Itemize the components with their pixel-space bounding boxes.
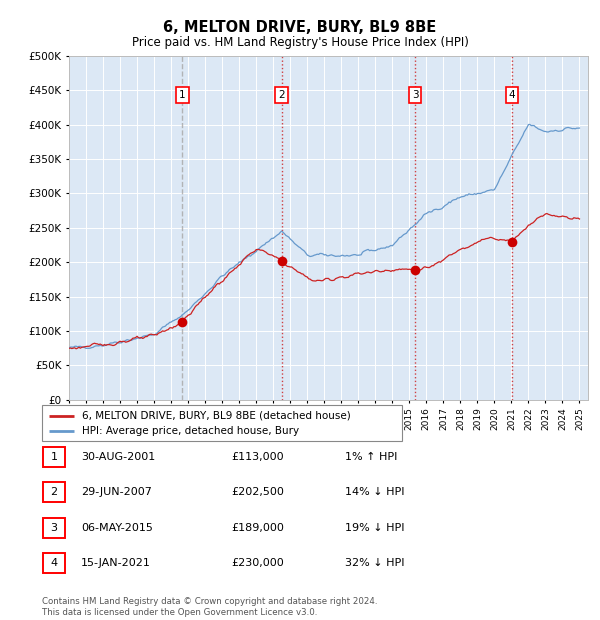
Text: 30-AUG-2001: 30-AUG-2001 xyxy=(81,452,155,462)
Text: 4: 4 xyxy=(50,558,58,568)
Text: 06-MAY-2015: 06-MAY-2015 xyxy=(81,523,153,533)
Text: Contains HM Land Registry data © Crown copyright and database right 2024.: Contains HM Land Registry data © Crown c… xyxy=(42,597,377,606)
Text: This data is licensed under the Open Government Licence v3.0.: This data is licensed under the Open Gov… xyxy=(42,608,317,617)
Text: HPI: Average price, detached house, Bury: HPI: Average price, detached house, Bury xyxy=(82,427,299,436)
Text: 1: 1 xyxy=(179,91,185,100)
Text: 3: 3 xyxy=(50,523,58,533)
Text: £202,500: £202,500 xyxy=(231,487,284,497)
Text: 4: 4 xyxy=(509,91,515,100)
Text: 14% ↓ HPI: 14% ↓ HPI xyxy=(345,487,404,497)
Text: 6, MELTON DRIVE, BURY, BL9 8BE: 6, MELTON DRIVE, BURY, BL9 8BE xyxy=(163,20,437,35)
Text: £230,000: £230,000 xyxy=(231,558,284,568)
Text: Price paid vs. HM Land Registry's House Price Index (HPI): Price paid vs. HM Land Registry's House … xyxy=(131,36,469,49)
Text: £189,000: £189,000 xyxy=(231,523,284,533)
Text: 15-JAN-2021: 15-JAN-2021 xyxy=(81,558,151,568)
Text: 2: 2 xyxy=(278,91,285,100)
Text: £113,000: £113,000 xyxy=(231,452,284,462)
Text: 29-JUN-2007: 29-JUN-2007 xyxy=(81,487,152,497)
Text: 1: 1 xyxy=(50,452,58,462)
Text: 6, MELTON DRIVE, BURY, BL9 8BE (detached house): 6, MELTON DRIVE, BURY, BL9 8BE (detached… xyxy=(82,410,350,420)
Text: 2: 2 xyxy=(50,487,58,497)
Text: 1% ↑ HPI: 1% ↑ HPI xyxy=(345,452,397,462)
Text: 19% ↓ HPI: 19% ↓ HPI xyxy=(345,523,404,533)
Text: 32% ↓ HPI: 32% ↓ HPI xyxy=(345,558,404,568)
Text: 3: 3 xyxy=(412,91,418,100)
